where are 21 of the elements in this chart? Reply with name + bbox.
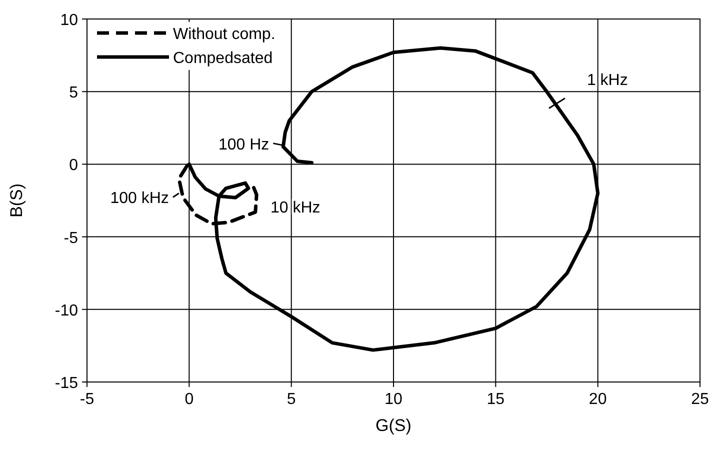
- y-tick-label: -10: [54, 302, 78, 320]
- x-tick-label: 20: [588, 391, 607, 408]
- x-tick-label: 0: [184, 391, 194, 408]
- legend-label: Without comp.: [173, 26, 276, 43]
- annotation: 100 kHz: [110, 190, 169, 208]
- x-axis-title: G(S): [376, 416, 412, 435]
- x-tick-label: -5: [80, 391, 94, 408]
- annotation: 100 Hz: [218, 136, 270, 154]
- y-tick-label: -5: [64, 230, 78, 247]
- y-axis-title: B(S): [7, 184, 26, 218]
- y-tick-label: 5: [69, 84, 78, 102]
- annotation: 1 kHz: [586, 72, 628, 90]
- y-tick-label: 0: [69, 157, 78, 174]
- x-tick-label: 15: [486, 391, 505, 408]
- y-tick-label: -15: [54, 375, 78, 392]
- annotation: 10 kHz: [270, 200, 320, 217]
- x-tick-label: 5: [286, 391, 296, 408]
- legend-label: Compedsated: [173, 50, 273, 67]
- y-tick-label: 10: [60, 12, 78, 29]
- x-tick-label: 25: [691, 391, 709, 408]
- x-tick-label: 10: [384, 391, 402, 408]
